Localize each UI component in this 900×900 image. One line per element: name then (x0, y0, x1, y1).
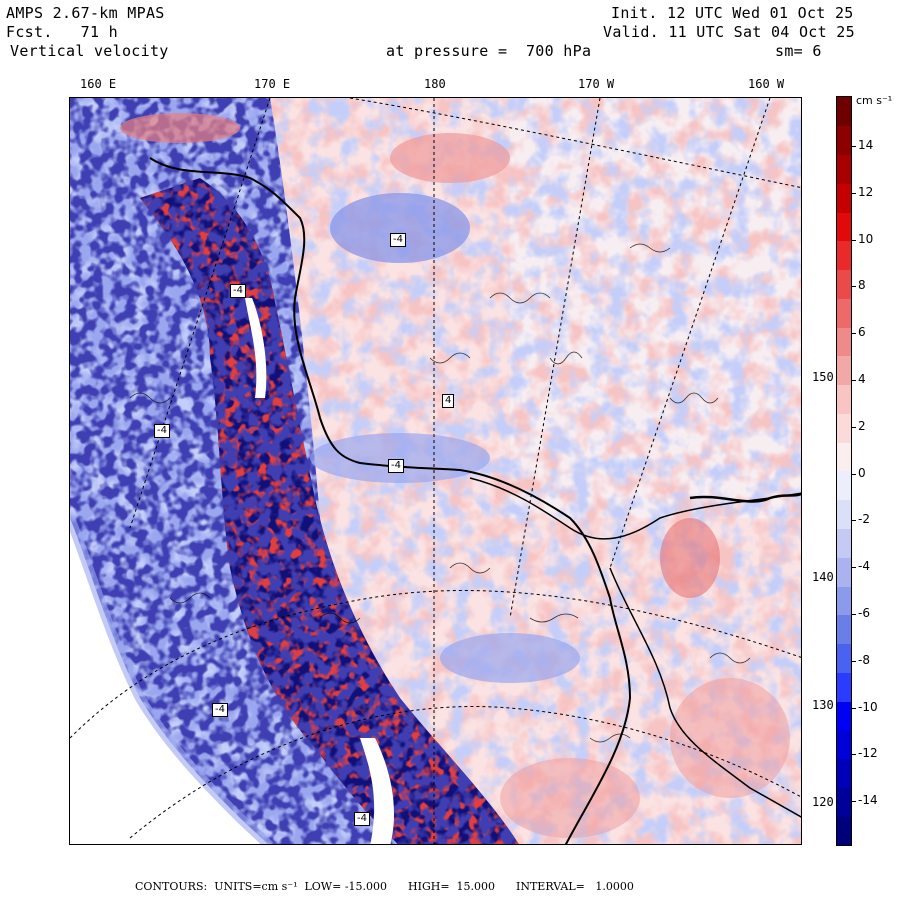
colorbar-tick-label: -10 (858, 699, 878, 714)
colorbar-tick (851, 473, 856, 475)
colorbar-tick (851, 520, 856, 522)
colorbar-tick (851, 426, 856, 428)
forecast-hour: Fcst. 71 h (6, 23, 118, 41)
colorbar-segment (837, 499, 851, 530)
colorbar-segment (837, 183, 851, 213)
colorbar-segment (837, 758, 851, 788)
colorbar-segment (837, 355, 851, 386)
colorbar-segment (837, 212, 851, 242)
contour-label: 4 (442, 394, 455, 408)
colorbar-segment (837, 528, 851, 558)
colorbar-tick (851, 567, 856, 569)
smoothing: sm= 6 (775, 42, 822, 60)
colorbar-tick (851, 333, 856, 335)
colorbar-segment (837, 471, 851, 501)
map-graphic (70, 98, 801, 844)
colorbar-tick-label: 10 (858, 231, 874, 246)
colorbar-tick (851, 286, 856, 288)
colorbar-tick-label: 6 (858, 325, 866, 340)
colorbar-tick (851, 192, 856, 194)
colorbar-tick (851, 801, 856, 803)
contour-label: -4 (154, 424, 170, 438)
model-title: AMPS 2.67-km MPAS (6, 4, 165, 22)
graticule (70, 98, 801, 844)
contour-label: -4 (354, 812, 370, 826)
colorbar-segment (837, 269, 851, 299)
colorbar-segment (837, 614, 851, 645)
colorbar-segment (837, 240, 851, 271)
colorbar-segment (837, 298, 851, 328)
colorbar-tick-label: -14 (858, 793, 878, 808)
colorbar (836, 96, 856, 846)
colorbar-segment (837, 442, 851, 472)
contour-label: -4 (388, 459, 404, 473)
init-time: Init. 12 UTC Wed 01 Oct 25 (611, 4, 854, 22)
lon-label-160w: 160 W (748, 77, 785, 91)
colorbar-segment (837, 413, 851, 443)
lon-label-170w: 170 W (578, 77, 615, 91)
colorbar-tick-label: -4 (858, 559, 870, 574)
lon-label-170e: 170 E (254, 77, 291, 91)
colorbar-segment (837, 557, 851, 587)
contour-label: -4 (230, 284, 246, 298)
contour-label: -4 (212, 703, 228, 717)
colorbar-units: cm s⁻¹ (856, 94, 893, 107)
colorbar-tick-label: 2 (858, 418, 866, 433)
contour-info: CONTOURS: UNITS=cm s⁻¹ LOW= -15.000 HIGH… (135, 880, 634, 893)
colorbar-segment (837, 327, 851, 357)
colorbar-segment (837, 816, 851, 846)
coastline (149, 157, 632, 844)
coastline-east (609, 567, 801, 818)
colorbar-tick (851, 754, 856, 756)
colorbar-tick-label: -12 (858, 746, 878, 761)
contour-label: -4 (390, 233, 406, 247)
colorbar-tick-label: 8 (858, 278, 866, 293)
colorbar-tick-label: -2 (858, 512, 870, 527)
colorbar-tick (851, 146, 856, 147)
colorbar-segment (837, 672, 851, 702)
colorbar-tick (851, 239, 856, 241)
colorbar-tick-label: 0 (858, 465, 866, 480)
valid-time: Valid. 11 UTC Sat 04 Oct 25 (603, 23, 855, 41)
no-data-area (70, 518, 268, 844)
colorbar-segment (837, 97, 851, 127)
colorbar-segment (837, 154, 851, 184)
field-name: Vertical velocity (10, 42, 169, 60)
colorbar-tick (851, 707, 856, 709)
lon-label-160e: 160 E (80, 77, 117, 91)
colorbar-segment (837, 787, 851, 817)
colorbar-segment (837, 701, 851, 731)
colorbar-tick (851, 660, 856, 662)
colorbar-segment (837, 643, 851, 673)
colorbar-tick-label: 12 (858, 184, 874, 199)
contour-lines (129, 243, 751, 743)
lon-label-180: 180 (424, 77, 446, 91)
colorbar-tick-label: 4 (858, 372, 866, 386)
colorbar-tick-label: -8 (858, 652, 870, 667)
colorbar-tick-label: -6 (858, 606, 870, 620)
colorbar-tick (851, 614, 856, 615)
colorbar-segment (837, 125, 851, 156)
colorbar-tick-label: 14 (858, 138, 874, 152)
colorbar-segment (837, 729, 851, 760)
colorbar-segment (837, 586, 851, 616)
colorbar-segment (837, 384, 851, 414)
ice-shelf-edge (469, 477, 801, 540)
colorbar-tick (851, 380, 856, 381)
pressure-level: at pressure = 700 hPa (386, 42, 592, 60)
vertical-velocity-map: -4 -4 -4 4 -4 -4 -4 (69, 97, 802, 845)
